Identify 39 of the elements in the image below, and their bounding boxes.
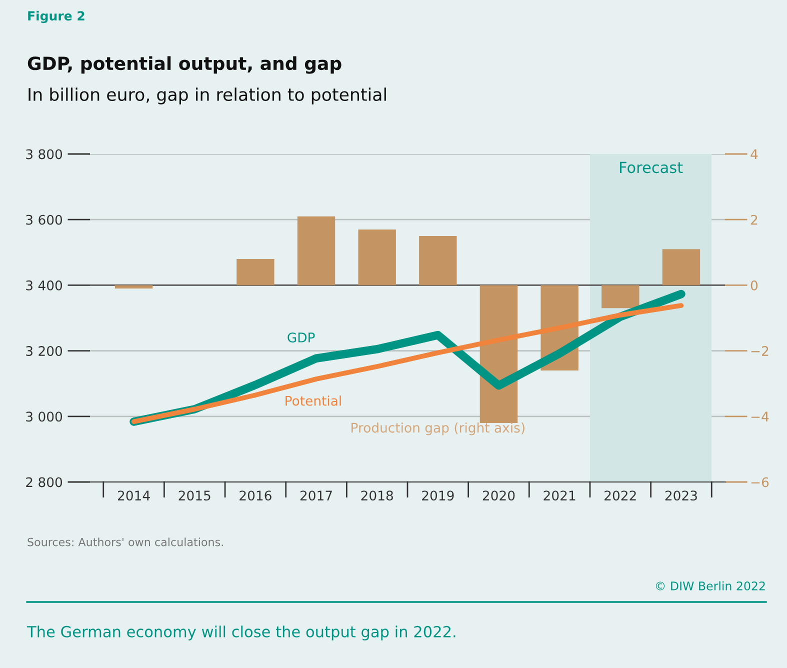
y2-tick-label: 4 (750, 149, 758, 160)
x-tick-label: 2019 (422, 490, 454, 501)
x-tick-label: 2017 (300, 490, 332, 501)
y-tick-label: 3 200 (26, 346, 62, 356)
y2-tick-label: 0 (750, 280, 758, 290)
x-tick-label: 2016 (240, 490, 272, 501)
x-tick-label: 2021 (544, 490, 576, 501)
x-tick-label: 2023 (665, 490, 697, 501)
y-tick-label: 3 600 (26, 214, 62, 225)
source-note: Sources: Authors' own calculations. (28, 538, 223, 546)
bar (419, 236, 457, 286)
x-tick-label: 2022 (604, 490, 636, 501)
bar (662, 249, 700, 286)
text: The German economy will close the output gap in 2022. (26, 626, 456, 640)
bar (358, 229, 396, 286)
chart-subtitle: In billion euro, gap in relation to potential (28, 88, 386, 104)
y2-tick-label: −4 (751, 412, 769, 422)
series-label: Potential (286, 396, 341, 406)
bar (114, 285, 153, 288)
y-tick-label: 3 400 (26, 280, 62, 290)
series-label: Production gap (right axis) (352, 422, 524, 436)
x-tick-label: 2015 (178, 490, 210, 501)
y2-tick-label: 2 (750, 214, 758, 225)
chart-title: GDP, potential output, and gap (28, 56, 342, 74)
y-tick-label: 2 800 (26, 477, 62, 488)
bar (297, 216, 336, 286)
y2-tick-label: −6 (751, 477, 769, 488)
caption: Figure 2 (28, 10, 84, 24)
x-tick-label: 2020 (482, 490, 515, 501)
y2-tick-label: −2 (751, 346, 768, 356)
y-tick-label: 3 000 (26, 412, 62, 422)
bar (602, 285, 640, 308)
y-tick-label: 3 800 (26, 149, 62, 160)
text: © DIW Berlin 2022 (656, 581, 765, 590)
series-label: GDP (288, 332, 315, 342)
x-tick-label: 2018 (361, 490, 393, 501)
x-tick-label: 2014 (118, 490, 150, 501)
bar (236, 258, 274, 286)
band-label: Forecast (620, 162, 683, 174)
